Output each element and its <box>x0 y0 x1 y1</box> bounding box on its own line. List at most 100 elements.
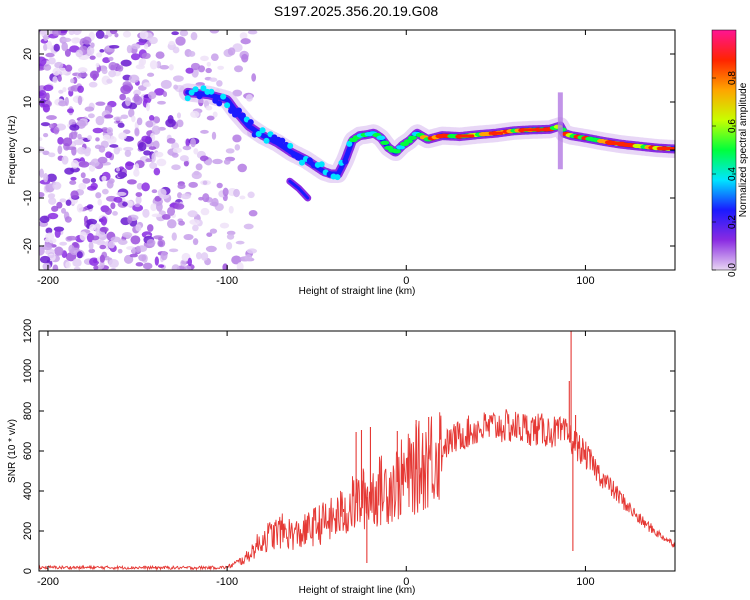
noise-blob <box>86 233 95 243</box>
noise-blob <box>151 189 158 194</box>
noise-blob <box>157 239 166 248</box>
noise-blob <box>73 37 81 43</box>
noise-blob <box>71 159 79 169</box>
spectrogram-x-label: Height of straight line (km) <box>299 286 416 297</box>
noise-blob <box>95 192 102 199</box>
noise-blob <box>95 62 100 68</box>
ridge-core-blob <box>196 93 203 100</box>
ridge-core-blob <box>255 130 262 137</box>
noise-blob <box>95 101 106 106</box>
noise-blob <box>244 254 253 262</box>
noise-blob <box>156 158 167 167</box>
noise-blob <box>94 223 101 233</box>
noise-blob <box>90 42 95 48</box>
noise-blob <box>166 219 177 229</box>
noise-blob <box>155 51 165 59</box>
noise-blob <box>168 248 179 253</box>
noise-blob <box>58 100 68 107</box>
ridge-core-blob <box>263 137 270 144</box>
noise-blob <box>172 46 180 54</box>
noise-blob <box>154 88 165 96</box>
noise-blob <box>110 202 116 210</box>
noise-blob <box>168 64 174 71</box>
noise-blob <box>174 203 185 210</box>
noise-blob <box>120 59 132 67</box>
noise-blob <box>192 224 199 232</box>
noise-blob <box>43 34 48 42</box>
noise-blob <box>109 30 118 35</box>
noise-blob <box>43 172 49 183</box>
noise-blob <box>173 84 179 90</box>
ridge-peak-segment <box>488 131 504 135</box>
noise-blob <box>95 30 105 39</box>
noise-blob <box>61 41 68 52</box>
noise-blob <box>228 205 234 214</box>
noise-blob <box>42 262 51 270</box>
noise-blob <box>216 182 223 189</box>
noise-blob <box>53 43 60 52</box>
noise-blob <box>187 257 192 267</box>
snr-y-label: SNR (10 * v/v) <box>7 419 18 483</box>
ridge-core-blob <box>318 161 325 168</box>
noise-blob <box>235 240 245 245</box>
noise-blob <box>114 32 119 38</box>
ridge-core-blob <box>380 140 390 145</box>
snr-y-tick-label: 400 <box>22 482 34 500</box>
ridge-core-blob <box>224 102 231 109</box>
noise-blob <box>141 135 150 143</box>
snr-x-tick-label: -100 <box>216 576 238 588</box>
noise-blob <box>172 147 182 154</box>
noise-blob <box>166 206 176 217</box>
noise-blob <box>188 50 196 57</box>
noise-blob <box>70 176 77 181</box>
noise-blob <box>236 262 244 270</box>
noise-blob <box>71 146 77 156</box>
noise-blob <box>241 53 249 63</box>
noise-blob <box>90 177 97 183</box>
noise-blob <box>90 235 100 241</box>
noise-blob <box>202 180 208 185</box>
noise-blob <box>161 214 171 220</box>
ridge-core-blob <box>346 140 353 147</box>
noise-blob <box>168 40 175 46</box>
noise-blob <box>247 191 255 199</box>
noise-blob <box>183 234 194 241</box>
noise-blob <box>246 248 258 254</box>
noise-blob <box>171 152 179 158</box>
noise-blob <box>142 82 151 88</box>
ridge-core-blob <box>295 154 302 161</box>
noise-blob <box>48 152 56 158</box>
noise-blob <box>104 207 112 215</box>
noise-blob <box>151 125 161 135</box>
colorbar-bar <box>711 29 737 271</box>
noise-blob <box>90 182 98 190</box>
noise-blob <box>95 137 100 142</box>
spectrogram-ridge <box>178 83 675 202</box>
noise-blob <box>125 161 134 171</box>
noise-blob <box>136 117 143 126</box>
snr-x-tick-label: 0 <box>403 576 409 588</box>
noise-blob <box>133 93 140 102</box>
noise-blob <box>97 198 103 206</box>
noise-blob <box>78 182 87 190</box>
noise-blob <box>222 187 229 197</box>
noise-blob <box>84 106 95 112</box>
noise-blob <box>116 191 127 196</box>
noise-blob <box>231 255 242 265</box>
noise-blob <box>39 90 47 99</box>
noise-blob <box>48 237 57 244</box>
noise-blob <box>68 30 75 36</box>
noise-blob <box>179 155 189 162</box>
noise-blob <box>48 123 55 129</box>
ridge-peak-segment <box>520 128 547 132</box>
noise-blob <box>205 245 217 253</box>
noise-blob <box>92 127 103 134</box>
noise-blob <box>225 148 235 154</box>
spectrogram-noise <box>39 30 258 270</box>
noise-blob <box>209 77 218 82</box>
noise-blob <box>211 131 217 140</box>
noise-blob <box>43 64 52 71</box>
snr-y-tick-label: 200 <box>22 522 34 540</box>
colorbar-tick-label: 0.2 <box>727 215 738 229</box>
noise-blob <box>134 203 141 208</box>
